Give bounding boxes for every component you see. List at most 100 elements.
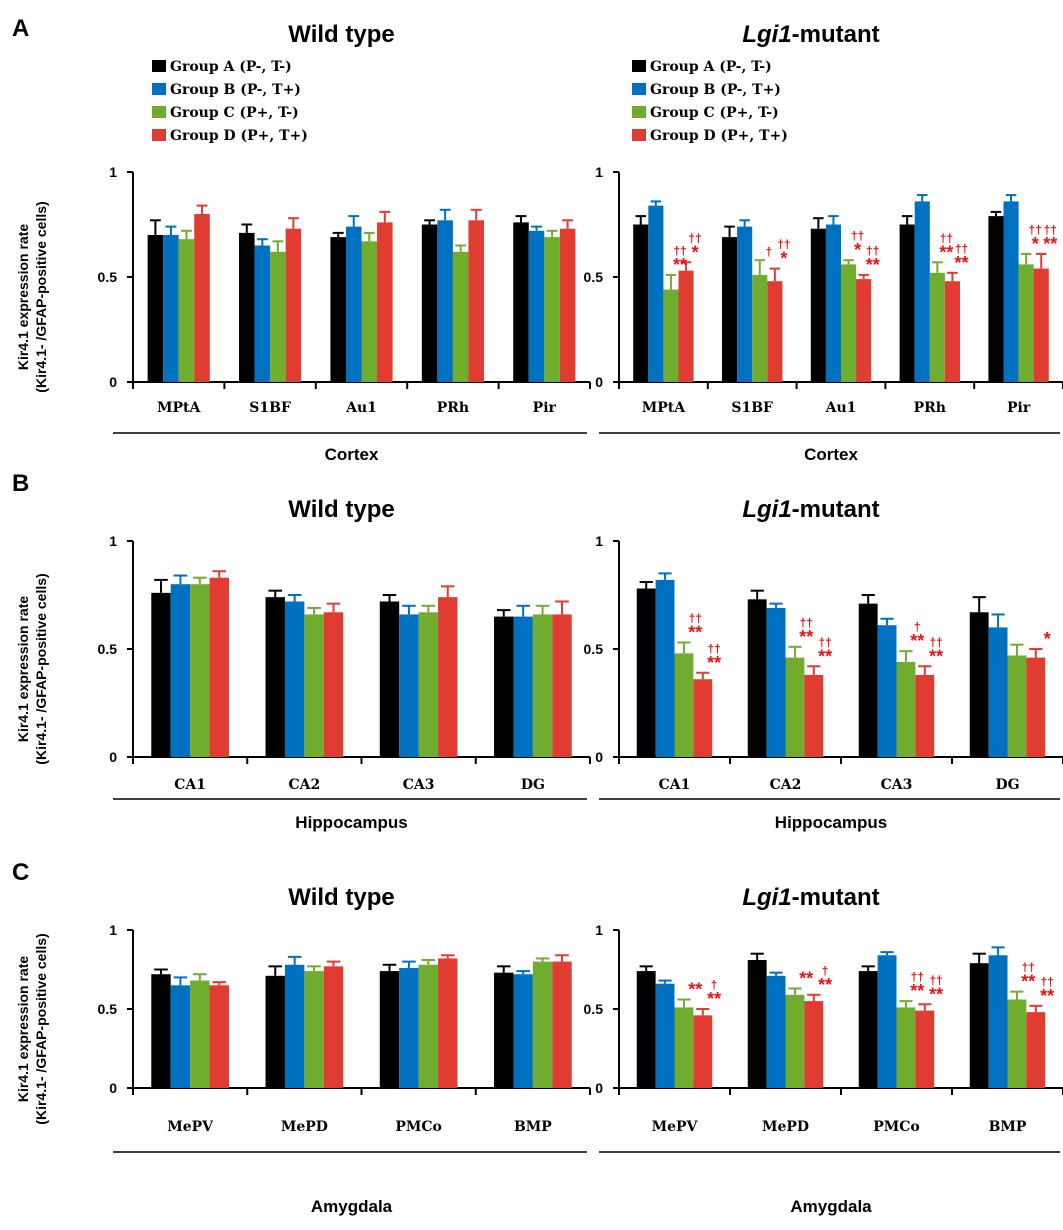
bar-group_a xyxy=(265,597,285,757)
significance-marker: † xyxy=(914,620,921,634)
bar-group_b xyxy=(988,627,1008,757)
bar-group_c xyxy=(896,1007,916,1088)
legend-label: Group B (P-, T+) xyxy=(650,82,781,98)
bar-group_d xyxy=(693,679,713,757)
y-tick-label: 1 xyxy=(595,533,603,549)
y-tick-label: 1 xyxy=(109,922,117,938)
bar-group_a xyxy=(969,963,989,1088)
legend-swatch xyxy=(152,83,166,95)
significance-marker: ** xyxy=(818,975,832,995)
bar-group_b xyxy=(988,955,1008,1088)
bar-group_a xyxy=(899,224,915,382)
bar-group_b xyxy=(345,226,362,382)
bar-group_a xyxy=(379,601,400,757)
bar-group_a xyxy=(330,237,346,382)
x-tick-label: MePV xyxy=(167,1119,214,1135)
y-tick-label: 1 xyxy=(109,164,117,180)
bar-group_c xyxy=(178,239,195,382)
chart-title-text: Wild type xyxy=(288,21,394,48)
bar-group_d xyxy=(377,222,393,382)
y-tick-label: 1 xyxy=(595,164,603,180)
significance-marker: * xyxy=(1032,234,1039,254)
significance-marker: * xyxy=(1044,629,1051,649)
x-axis-title: Cortex xyxy=(804,445,858,464)
x-tick-label: Pir xyxy=(1007,400,1031,416)
legend-label: Group D (P+, T+) xyxy=(650,128,788,144)
chart-title-italic: Lgi1 xyxy=(742,496,791,523)
bar-group_c xyxy=(929,272,945,382)
significance-marker: ** xyxy=(1043,234,1057,254)
significance-marker: ** xyxy=(929,646,943,666)
significance-marker: ** xyxy=(799,627,813,647)
x-tick-label: MePD xyxy=(762,1119,809,1135)
significance-marker: ** xyxy=(1021,972,1035,992)
bar-group_d xyxy=(552,961,572,1088)
bar-group_a xyxy=(636,588,656,757)
bar-group_c xyxy=(752,274,768,382)
x-tick-label: PMCo xyxy=(873,1119,920,1135)
bar-group_d xyxy=(468,220,484,382)
bar-group_c xyxy=(841,264,857,382)
bar-group_b xyxy=(766,975,786,1088)
chart-panel-2: Lgi1-mutant Group A (P-, T-) Group B (P-, … xyxy=(584,21,1063,464)
y-axis-label-line2: (Kir4.1- /GFAP-positive cells) xyxy=(33,933,49,1124)
bar-group_d xyxy=(804,674,824,757)
legend-label: Group C (P+, T-) xyxy=(170,105,299,121)
y-axis-label-line2: (Kir4.1- /GFAP-positive cells) xyxy=(33,201,49,392)
bar-group_b xyxy=(766,607,786,757)
bar-group_b xyxy=(284,964,305,1088)
bar-group_c xyxy=(304,614,324,757)
x-tick-label: CA2 xyxy=(770,777,802,793)
bar-group_a xyxy=(421,224,438,382)
bar-group_d xyxy=(804,1001,824,1088)
bar-group_d xyxy=(915,674,935,757)
bar-group_d xyxy=(209,985,229,1088)
y-tick-label: 0.5 xyxy=(584,269,604,285)
y-tick-label: 0.5 xyxy=(584,1001,604,1017)
bar-group_a xyxy=(633,224,649,382)
bar-group_a xyxy=(494,972,514,1088)
bar-group_c xyxy=(785,994,805,1088)
chart-panel-3: B Wild type Kir4.1 expression rate (Kir4.1-… xyxy=(12,470,591,832)
significance-marker: ** xyxy=(818,646,832,666)
legend-swatch xyxy=(152,106,166,118)
x-tick-label: Au1 xyxy=(345,400,377,416)
significance-marker: ** xyxy=(954,253,968,273)
chart-title-italic: Lgi1 xyxy=(742,884,791,911)
chart-title: Wild type xyxy=(288,21,394,48)
x-tick-label: S1BF xyxy=(249,400,291,416)
y-tick-label: 0 xyxy=(109,1080,117,1096)
x-tick-label: MPtA xyxy=(642,400,686,416)
bar-group_d xyxy=(915,1010,935,1088)
chart-title: Lgi1-mutant xyxy=(742,21,879,48)
y-tick-label: 0 xyxy=(595,374,603,390)
chart-title: Lgi1-mutant xyxy=(742,496,879,523)
bar-group_c xyxy=(663,289,679,382)
bar-group_d xyxy=(194,214,210,382)
panel-letter: A xyxy=(12,15,29,42)
bar-group_b xyxy=(877,955,897,1088)
bar-group_a xyxy=(494,616,514,757)
chart-title-italic: Lgi1 xyxy=(742,21,791,48)
legend-label: Group B (P-, T+) xyxy=(170,82,301,98)
bar-group_b xyxy=(877,625,897,757)
bar-group_d xyxy=(678,270,694,382)
significance-marker: †† xyxy=(940,231,953,245)
bar-group_a xyxy=(239,232,255,382)
bar-group_d xyxy=(209,577,229,757)
bar-group_a xyxy=(969,612,989,757)
y-tick-label: 0 xyxy=(109,374,117,390)
bar-group_d xyxy=(1026,1012,1046,1088)
bar-group_b xyxy=(399,614,419,757)
bar-group_b xyxy=(513,974,533,1088)
significance-marker: ** xyxy=(707,653,721,673)
bar-group_c xyxy=(785,657,805,757)
y-tick-label: 1 xyxy=(595,922,603,938)
bar-group_b xyxy=(399,967,419,1088)
bar-group_a xyxy=(147,235,164,382)
legend-swatch xyxy=(152,129,166,141)
bar-group_b xyxy=(655,983,675,1088)
x-tick-label: DG xyxy=(521,777,545,793)
